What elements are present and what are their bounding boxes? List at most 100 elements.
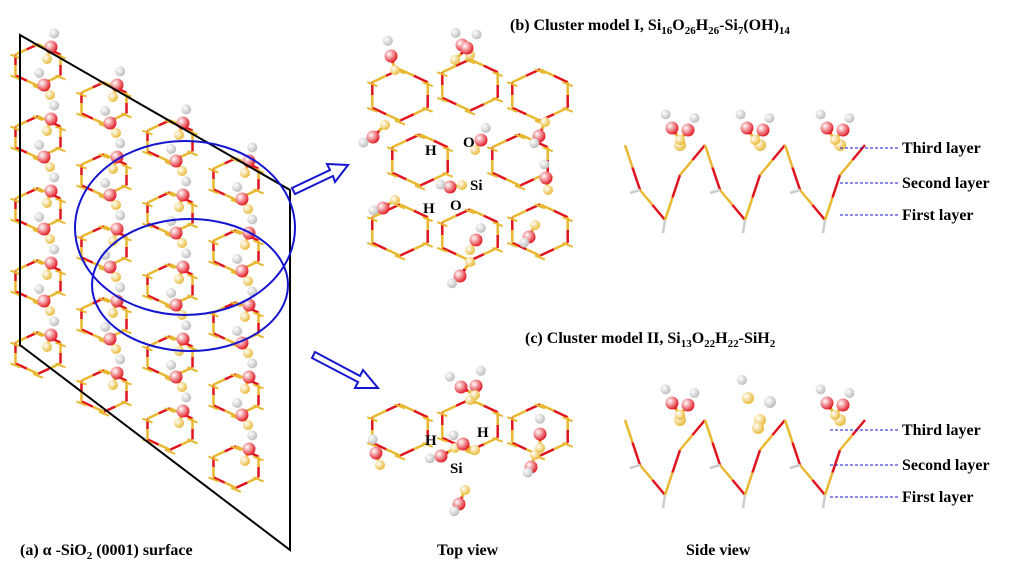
bond [470,104,484,110]
hydrogen [368,434,378,444]
bond [673,450,681,473]
bond [414,411,428,417]
silicon [750,135,760,145]
bond [386,249,400,255]
bond [793,168,801,191]
caption-b: (b) Cluster model I, Si16O26H26-Si7(OH)1… [510,17,790,37]
layer-label: First layer [902,489,974,506]
bond [813,480,826,495]
stick [743,495,745,508]
oxygen [243,443,256,456]
stick [630,465,640,468]
hydrogen [115,282,125,292]
silicon [174,274,184,284]
hydrogen [736,109,746,119]
hydrogen [368,205,378,215]
bond [492,141,506,147]
bond [213,379,224,384]
bond [745,198,753,221]
layer-label: Second layer [902,457,990,474]
bond [159,301,170,306]
bond [512,411,526,417]
stick [663,220,665,233]
silicon [108,380,118,390]
bond [386,114,400,120]
arrow-b [292,164,348,194]
oxygen [682,399,695,412]
bond [225,339,236,344]
hydrogen [181,392,191,402]
stick [535,256,545,260]
hydrogen [816,384,826,394]
oxygen [177,261,190,274]
bond [27,297,38,302]
silicon [390,195,400,205]
bond [840,160,853,175]
layer-label: Third layer [902,422,981,439]
top-view-label: Top view [437,542,499,559]
oxygen [461,42,474,55]
bond [554,411,568,417]
bond [93,119,104,124]
bond [705,420,713,443]
stick [33,374,43,378]
bond [720,465,733,480]
oxygen [534,428,547,441]
bond [81,159,92,164]
bond [773,145,786,160]
oxygen [666,122,679,135]
oxygen [45,41,58,54]
oxygen [111,367,124,380]
silicon [42,198,52,208]
bond [625,420,633,443]
hydrogen [529,138,539,148]
silicon [174,130,184,140]
silicon [530,220,540,230]
silicon [111,344,121,354]
bond [520,179,534,185]
oxygen [837,399,850,412]
bond [81,375,92,380]
hydrogen [816,109,826,119]
bond [506,179,520,185]
caption-a: (a) α -SiO2 (0001) surface [20,542,193,562]
bond [420,179,434,185]
bond [159,445,170,450]
silicon [45,162,55,172]
caption-part: (OH) [743,17,779,34]
bond [147,269,158,274]
silicon [457,180,467,190]
silicon [830,135,840,145]
silicon [465,245,475,255]
bond [653,480,666,495]
stick [663,495,665,508]
stick [165,450,175,454]
bond [773,420,786,435]
stick [823,220,825,233]
silicon [111,272,121,282]
oxygen [170,155,183,168]
bond [386,449,400,455]
bond [753,450,761,473]
hydrogen [844,388,854,398]
hydrogen [34,68,44,78]
hydrogen [232,326,242,336]
bond [785,420,793,443]
hydrogen [435,180,445,190]
hydrogen [34,140,44,150]
silicon [460,485,470,495]
bond [800,190,813,205]
hydrogen [34,284,44,294]
oxygen [821,122,834,135]
stick [790,190,800,193]
silicon [240,384,250,394]
atom-label: O [450,198,462,214]
oxygen [370,447,383,460]
bond [372,76,386,82]
caption-part: -Si [719,17,738,34]
stick [515,186,525,190]
hydrogen [764,396,776,408]
silicon [240,240,250,250]
stick [395,456,405,460]
atom-label: O [463,135,475,151]
